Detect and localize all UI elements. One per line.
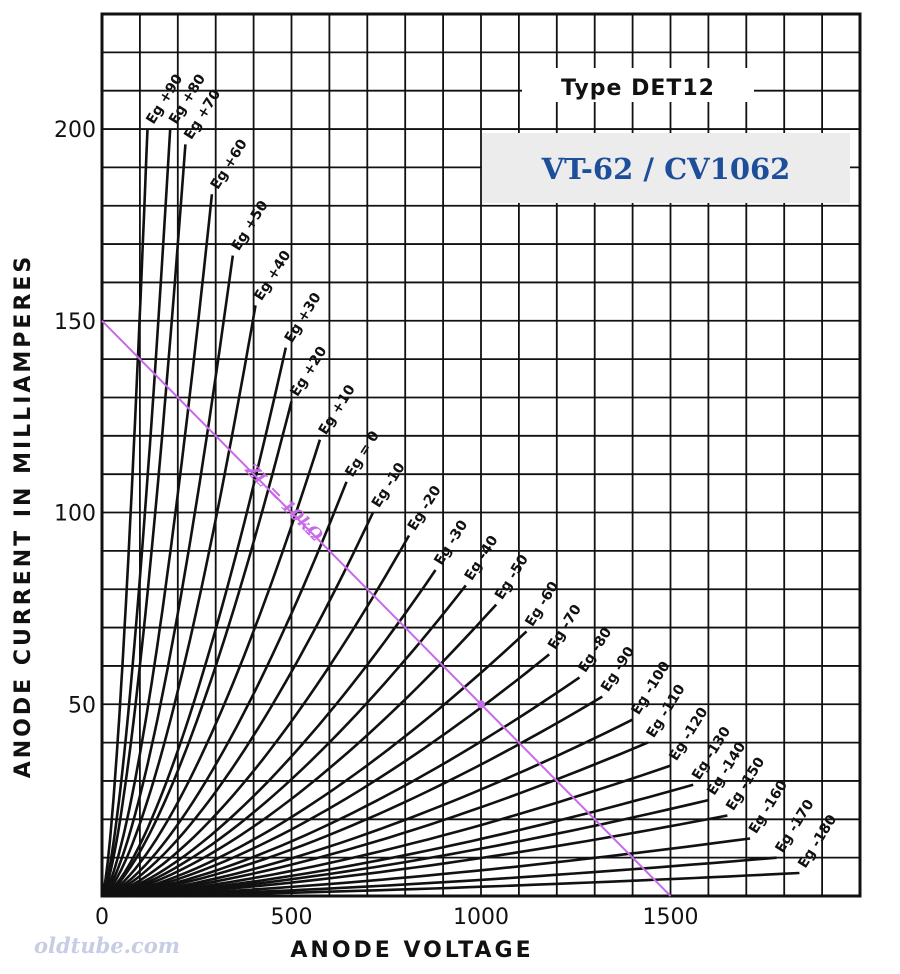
y-tick-label: 50 (68, 693, 96, 718)
grid (102, 14, 860, 896)
x-tick-label: 1000 (453, 905, 509, 930)
load-line (101, 320, 672, 897)
type-label: Type DET12 (561, 76, 715, 101)
curve-line (100, 128, 149, 897)
curve-line (101, 255, 235, 898)
curve-line (101, 871, 800, 898)
curve-line (101, 653, 551, 898)
curve-line (100, 144, 187, 897)
plot-frame (100, 12, 862, 898)
x-axis-label: ANODE VOLTAGE (290, 938, 533, 963)
y-tick-labels: 50 100 150 200 (54, 118, 96, 718)
curve-line (101, 630, 528, 898)
curve-line (101, 347, 288, 898)
curve-line (101, 584, 467, 898)
curve-line (101, 695, 603, 898)
tube-label-box (482, 133, 850, 203)
y-tick-label: 200 (54, 118, 96, 143)
y-axis-label: ANODE CURRENT IN MILLIAMPERES (11, 254, 36, 779)
curve-line (101, 511, 375, 898)
curve-line (101, 439, 322, 898)
curve-line (101, 305, 257, 898)
x-tick-label: 1500 (643, 905, 699, 930)
curve-line (101, 741, 649, 898)
characteristic-curves (100, 128, 800, 898)
curve-line (101, 569, 437, 898)
curve-line (101, 676, 581, 898)
curve-line (101, 837, 751, 898)
type-label-background (522, 68, 754, 102)
x-tick-label: 0 (95, 905, 109, 930)
curve-line (101, 400, 293, 898)
y-tick-label: 150 (54, 310, 96, 335)
x-tick-label: 500 (271, 905, 313, 930)
curve-line (101, 718, 634, 898)
operating-point-marker (477, 700, 485, 709)
curve-line (101, 534, 411, 898)
curve-line (101, 814, 728, 898)
curve-line (101, 194, 214, 897)
curve-line (101, 764, 671, 898)
curve-line (100, 128, 172, 897)
curve-line (101, 481, 348, 898)
tube-label: VT-62 / CV1062 (541, 152, 791, 186)
y-tick-label: 100 (54, 502, 96, 527)
curve-line (101, 603, 498, 898)
watermark: oldtube.com (34, 933, 180, 958)
x-tick-labels: 0 500 1000 1500 (95, 905, 699, 930)
